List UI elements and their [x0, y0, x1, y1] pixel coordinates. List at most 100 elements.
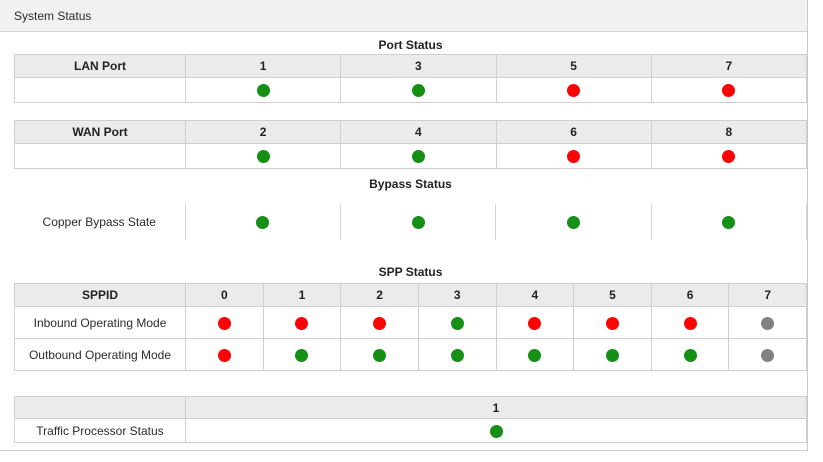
status-cell — [262, 306, 342, 339]
status-cell — [651, 204, 808, 240]
status-cell — [650, 338, 730, 371]
status-cell — [262, 338, 342, 371]
column-header: 4 — [340, 120, 497, 144]
status-dot-green — [605, 348, 619, 362]
traffic-status-row: Traffic Processor Status — [14, 418, 807, 443]
status-cell — [340, 143, 497, 169]
status-dot-green — [683, 348, 697, 362]
traffic-processor-table: 1 Traffic Processor Status — [14, 396, 807, 443]
status-dot-gray — [761, 316, 775, 330]
column-header: 3 — [340, 54, 497, 78]
status-cell — [495, 143, 652, 169]
page-title: System Status — [14, 8, 92, 23]
column-header: 6 — [650, 283, 730, 307]
status-cell — [184, 143, 342, 169]
column-header: 1 — [185, 396, 807, 419]
column-header: 2 — [184, 120, 342, 144]
status-dot-green — [528, 348, 542, 362]
column-header: 3 — [417, 283, 497, 307]
column-header: 1 — [262, 283, 342, 307]
status-cell — [650, 77, 808, 103]
spp-outbound-row: Outbound Operating Mode — [14, 338, 807, 371]
status-cell — [185, 306, 264, 339]
spp-inbound-row: Inbound Operating Mode — [14, 306, 807, 339]
status-dot-green — [566, 216, 580, 230]
section-title-bypass-status: Bypass Status — [369, 177, 452, 191]
status-cell — [184, 77, 342, 103]
status-dot-red — [217, 348, 231, 362]
traffic-header-row: 1 — [14, 396, 807, 419]
status-dot-red — [295, 316, 309, 330]
status-cell — [573, 306, 652, 339]
status-cell — [728, 338, 807, 371]
status-cell — [185, 418, 807, 443]
status-dot-green — [411, 150, 425, 164]
wan-port-label: WAN Port — [14, 120, 186, 144]
status-cell — [340, 338, 419, 371]
status-cell — [417, 306, 497, 339]
status-cell — [573, 338, 652, 371]
empty-cell — [14, 143, 186, 169]
status-cell — [650, 143, 808, 169]
section-title-spp-status: SPP Status — [378, 265, 443, 279]
inbound-mode-label: Inbound Operating Mode — [14, 306, 186, 339]
status-dot-green — [411, 216, 425, 230]
status-dot-green — [722, 216, 736, 230]
status-cell — [495, 338, 575, 371]
column-header: 6 — [495, 120, 652, 144]
column-header: 2 — [340, 283, 419, 307]
wan-status-row — [14, 143, 808, 169]
section-title-port-status: Port Status — [378, 38, 443, 52]
status-dot-green — [450, 316, 464, 330]
column-header: 1 — [184, 54, 342, 78]
status-dot-red — [605, 316, 619, 330]
column-header: 4 — [495, 283, 575, 307]
status-cell — [417, 338, 497, 371]
status-dot-red — [683, 316, 697, 330]
titlebar: System Status — [0, 0, 807, 32]
status-dot-green — [256, 84, 270, 98]
status-dot-green — [450, 348, 464, 362]
copper-bypass-table: Copper Bypass State — [14, 204, 808, 240]
copper-bypass-row: Copper Bypass State — [14, 204, 808, 240]
status-dot-green — [256, 216, 270, 230]
empty-cell — [14, 77, 186, 103]
status-cell — [340, 77, 497, 103]
status-dot-gray — [761, 348, 775, 362]
status-cell — [728, 306, 807, 339]
copper-bypass-label: Copper Bypass State — [14, 204, 186, 240]
status-dot-red — [722, 84, 736, 98]
column-header: 7 — [728, 283, 807, 307]
column-header: 5 — [495, 54, 652, 78]
column-header: 5 — [573, 283, 652, 307]
status-cell — [185, 204, 341, 240]
empty-header-cell — [14, 396, 186, 419]
status-cell — [340, 306, 419, 339]
status-cell — [495, 204, 652, 240]
status-dot-red — [528, 316, 542, 330]
status-dot-red — [722, 150, 736, 164]
status-dot-green — [411, 84, 425, 98]
status-cell — [495, 77, 652, 103]
status-dot-green — [373, 348, 387, 362]
status-cell — [495, 306, 575, 339]
traffic-processor-label: Traffic Processor Status — [14, 418, 186, 443]
column-header: 8 — [650, 120, 808, 144]
status-dot-green — [489, 424, 503, 438]
status-cell — [650, 306, 730, 339]
lan-status-row — [14, 77, 808, 103]
status-dot-green — [256, 150, 270, 164]
lan-port-label: LAN Port — [14, 54, 186, 78]
outbound-mode-label: Outbound Operating Mode — [14, 338, 186, 371]
sppid-label: SPPID — [14, 283, 186, 307]
column-header: 7 — [650, 54, 808, 78]
status-cell — [185, 338, 264, 371]
